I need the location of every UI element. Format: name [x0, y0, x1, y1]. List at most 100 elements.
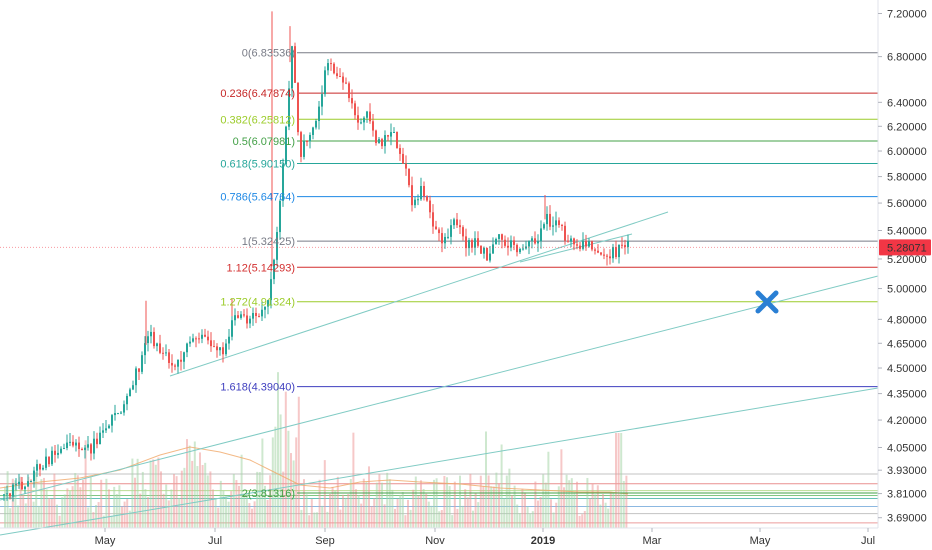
fib-level-label-3: 0.5(6.07981) — [233, 136, 295, 148]
candle-body — [216, 346, 218, 351]
volume-bar — [422, 488, 425, 528]
volume-bar — [152, 459, 155, 528]
volume-bar — [542, 474, 545, 528]
volume-bar — [227, 501, 230, 528]
volume-bar — [583, 510, 586, 528]
volume-bar — [573, 492, 576, 528]
candle-body — [423, 185, 425, 197]
candle-body — [171, 362, 173, 366]
volume-bar — [292, 460, 295, 528]
volume-bar — [136, 458, 139, 528]
candle-body — [504, 239, 506, 246]
candle-body — [3, 494, 5, 496]
y-tick-label-5: 5.80000 — [887, 172, 927, 184]
volume-bar — [477, 502, 480, 528]
candle-body — [9, 493, 11, 497]
candle-body — [459, 225, 461, 228]
volume-bar — [58, 515, 61, 528]
candle-body — [141, 355, 143, 372]
candle-body — [597, 250, 599, 253]
y-tick-label-17: 3.81000 — [887, 489, 927, 501]
candle-body — [333, 63, 335, 74]
volume-bar — [297, 396, 300, 528]
volume-bar — [334, 490, 337, 528]
candle-body — [90, 444, 92, 454]
volume-bar — [139, 493, 142, 528]
volume-bar — [274, 426, 277, 528]
candle-body — [600, 252, 602, 255]
volume-bar — [212, 489, 214, 528]
candle-body — [555, 220, 557, 226]
price-axis[interactable]: 7.20000 6.80000 6.40000 6.20000 6.00000 5.800… — [878, 8, 927, 525]
y-tick-label-7: 5.40000 — [887, 225, 927, 237]
volume-bar — [466, 497, 469, 528]
candle-body — [318, 106, 320, 121]
volume-bar — [518, 513, 521, 528]
marker-stroke-b — [755, 290, 779, 314]
candle-body — [12, 484, 14, 497]
candle-body — [426, 196, 428, 201]
candle-body — [303, 141, 305, 157]
candle-body — [207, 336, 209, 341]
candle-body — [519, 248, 521, 253]
x-tick-label-5: Mar — [643, 535, 662, 547]
volume-bar — [589, 498, 591, 528]
volume-bar — [594, 494, 597, 528]
volume-bar — [492, 486, 495, 528]
candle-body — [528, 240, 530, 247]
volume-bar — [617, 433, 620, 528]
candle-body — [339, 76, 341, 78]
volume-bar — [66, 488, 69, 528]
candle-body — [414, 199, 416, 206]
candle-body — [162, 352, 164, 354]
candle-body — [435, 226, 437, 230]
candle-body — [444, 236, 446, 244]
candle-body — [534, 238, 536, 244]
candle-body — [135, 368, 137, 386]
candle-body — [408, 168, 410, 186]
volume-bar — [586, 477, 589, 528]
volume-bar — [604, 502, 607, 528]
candle-body — [282, 164, 284, 201]
volume-bar — [147, 497, 149, 528]
candle-body — [369, 111, 371, 122]
volume-bar — [399, 494, 402, 528]
volume-bar — [550, 499, 552, 528]
fib-level-label-9: 1.618(4.39040) — [220, 382, 295, 394]
volume-bar — [261, 438, 264, 528]
candle-body — [336, 73, 338, 77]
time-axis[interactable]: May Jul Sep Nov 2019 Mar May Jul — [95, 528, 875, 547]
candle-body — [450, 225, 452, 237]
candle-body — [117, 413, 119, 415]
candle-body — [96, 438, 98, 445]
volume-bar — [113, 486, 116, 528]
volume-bar — [131, 458, 134, 528]
candle-body — [252, 312, 254, 319]
candle-body — [474, 238, 476, 248]
volume-bar — [235, 480, 238, 528]
candle-body — [531, 238, 533, 241]
volume-bar — [206, 475, 209, 528]
volume-bar — [45, 489, 48, 528]
volume-bar — [225, 496, 227, 528]
candle-body — [360, 122, 362, 124]
candle-body — [153, 331, 155, 347]
volume-bar — [63, 494, 66, 528]
fib-level-label-2: 0.382(6.25812) — [220, 114, 295, 126]
volume-bar — [193, 441, 196, 528]
y-tick-label-1: 6.80000 — [887, 52, 927, 64]
volume-bar — [48, 498, 51, 528]
volume-bar — [258, 472, 261, 528]
volume-bar — [451, 515, 454, 528]
candle-body — [624, 245, 626, 247]
volume-bar — [381, 482, 383, 528]
volume-bar — [440, 510, 443, 528]
volume-bar — [248, 503, 251, 528]
volume-bar — [615, 433, 617, 528]
volume-bar — [360, 503, 363, 528]
candle-body — [396, 132, 398, 149]
volume-bar — [425, 493, 428, 528]
volume-bar — [409, 509, 412, 528]
volume-bar — [427, 501, 430, 528]
